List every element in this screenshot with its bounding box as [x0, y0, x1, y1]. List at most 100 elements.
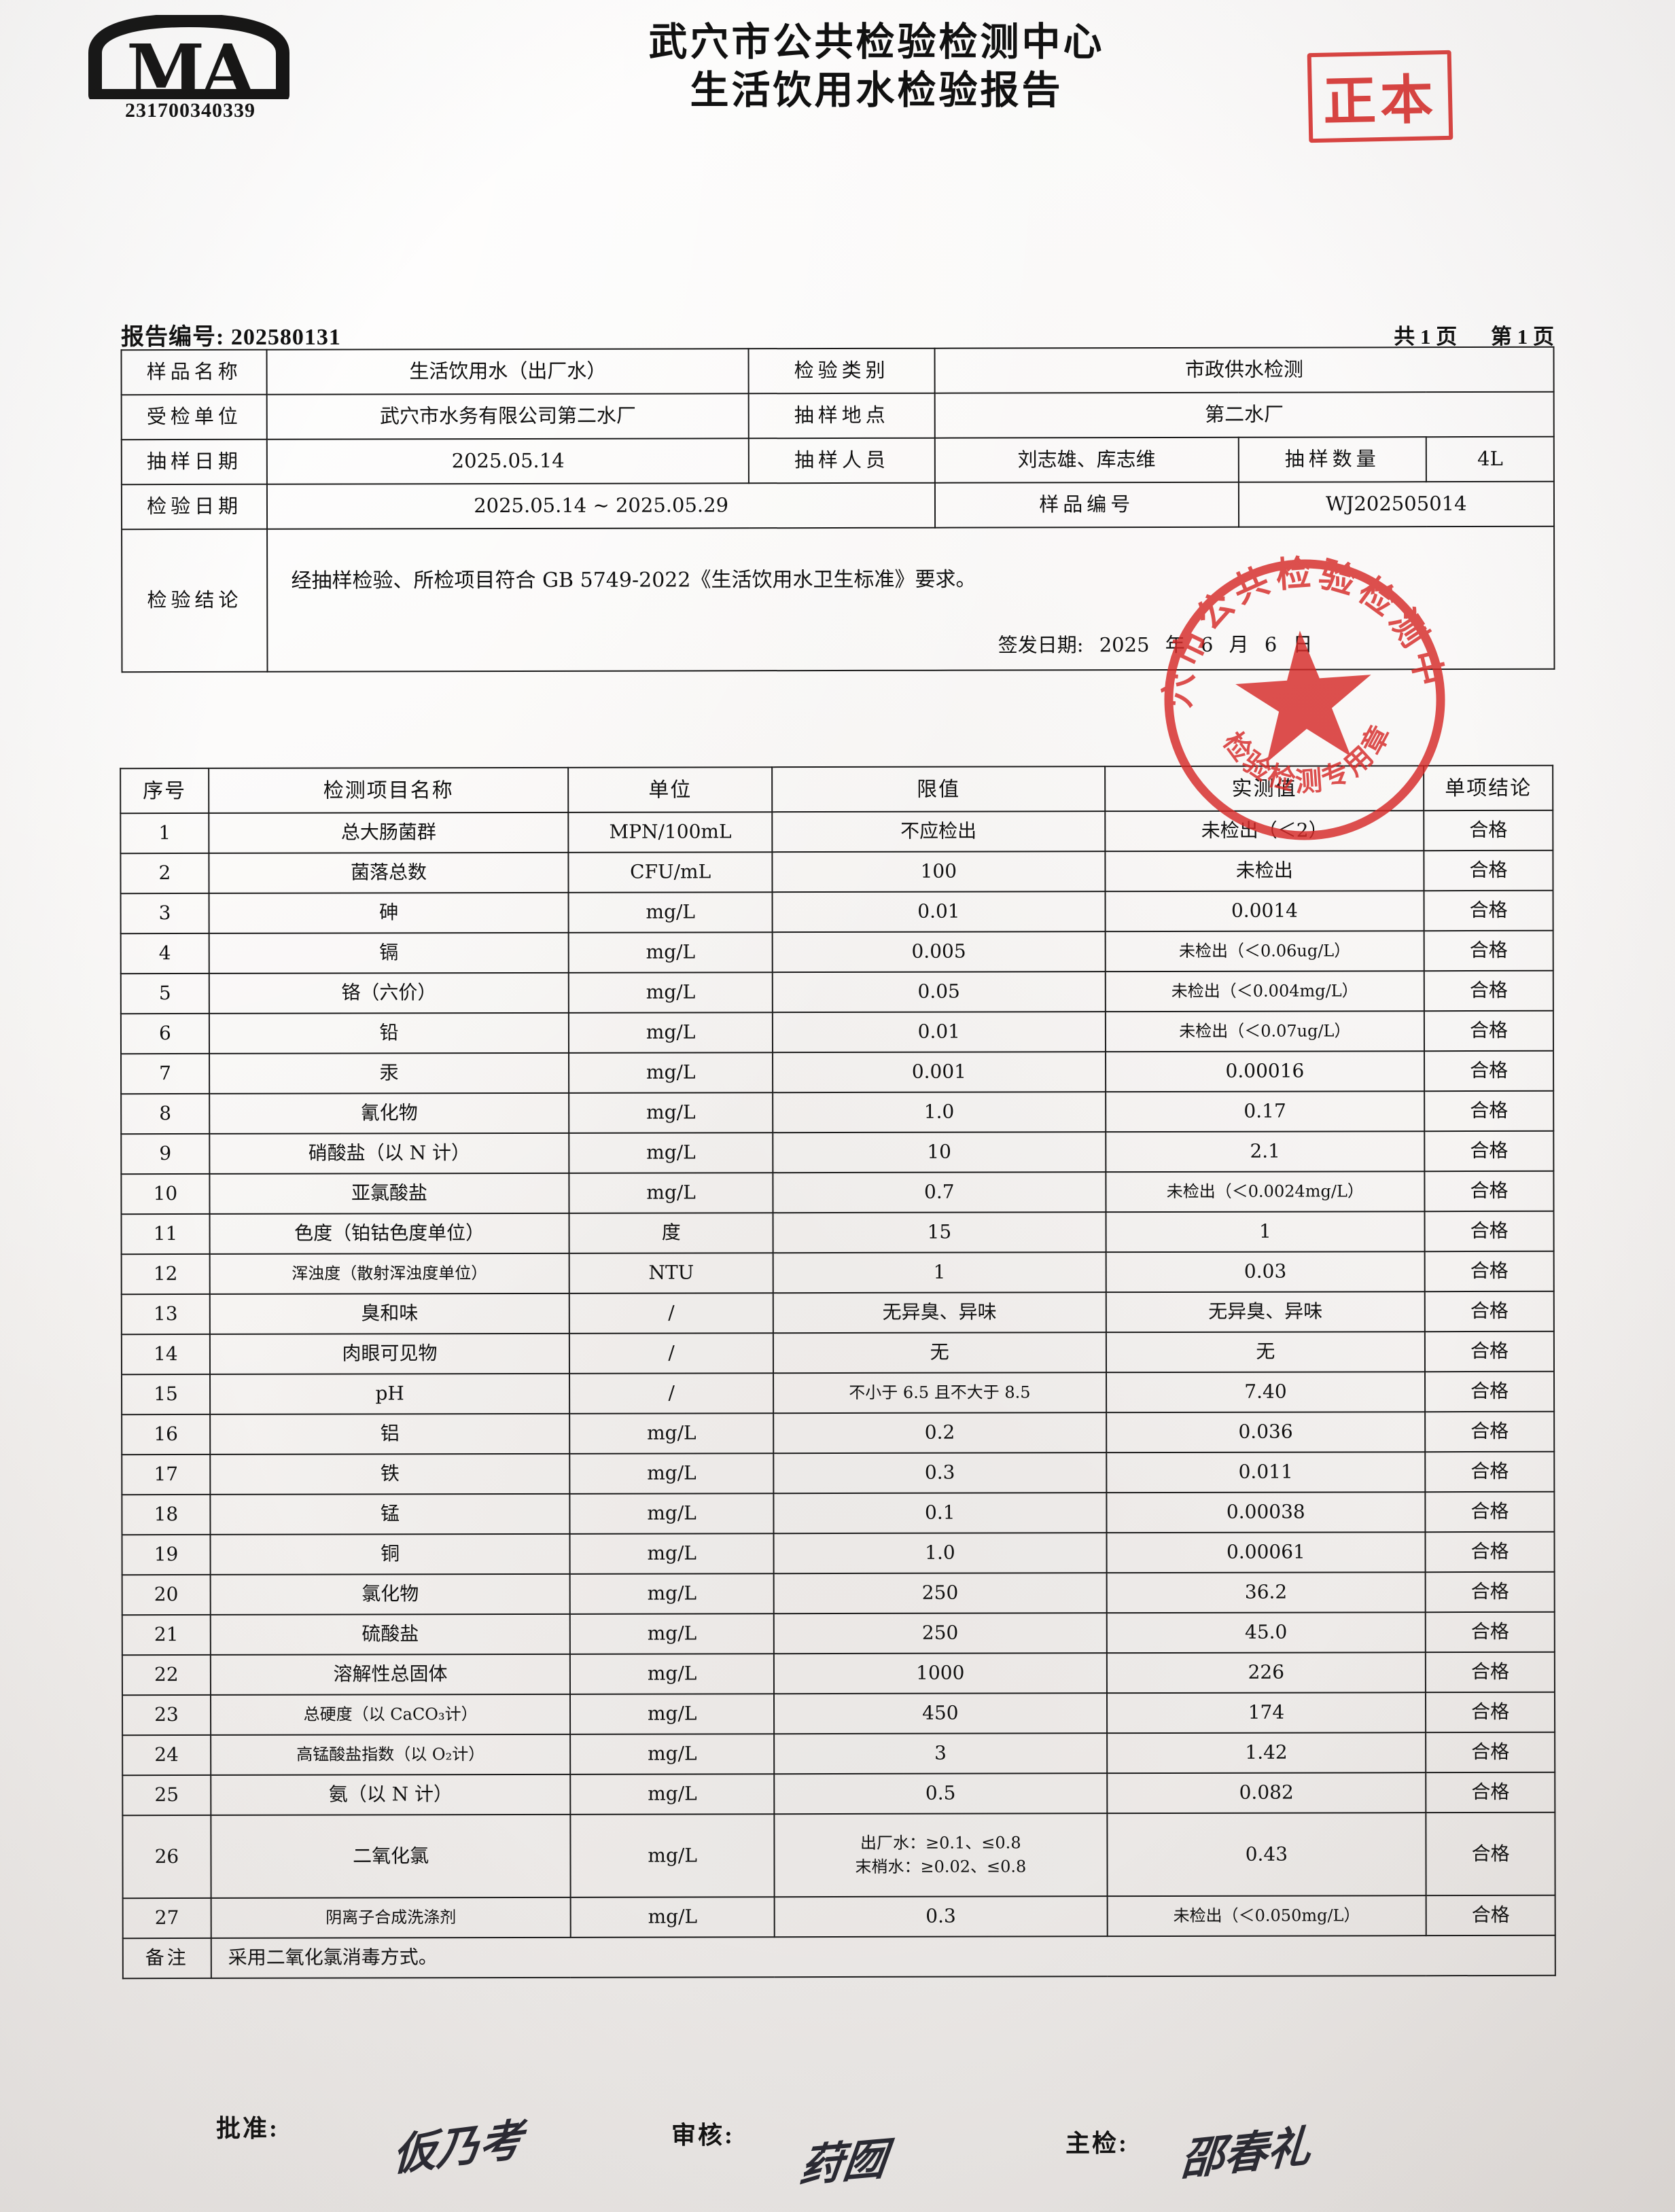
cell-value: 0.17 [1105, 1091, 1425, 1132]
cell-value: 未检出（＜0.06ug/L） [1105, 931, 1424, 972]
label-sampling-site: 抽样地点 [748, 393, 935, 439]
cell-result: 合格 [1426, 1732, 1555, 1773]
cell-item: 硫酸盐 [210, 1613, 571, 1655]
value-sample-no: WJ202505014 [1238, 481, 1555, 527]
table-row: 21 硫酸盐 mg/L 250 45.0 合格 [122, 1611, 1555, 1656]
cell-result: 合格 [1425, 1611, 1555, 1653]
cell-limit: 0.3 [773, 1452, 1106, 1494]
cell-value: 174 [1106, 1692, 1426, 1734]
cell-unit: mg/L [569, 1052, 773, 1093]
cell-item: 高锰酸盐指数（以 O₂计） [210, 1734, 571, 1775]
cell-unit: mg/L [570, 1897, 775, 1938]
cell-limit: 10 [773, 1132, 1106, 1173]
cell-limit: 100 [772, 851, 1106, 893]
table-row: 24 高锰酸盐指数（以 O₂计） mg/L 3 1.42 合格 [122, 1732, 1555, 1776]
issue-month: 6 [1200, 632, 1214, 656]
value-sampling-site: 第二水厂 [934, 391, 1554, 438]
cell-no: 17 [122, 1454, 211, 1495]
table-row: 7 汞 mg/L 0.001 0.00016 合格 [121, 1050, 1554, 1094]
cell-limit: 0.005 [772, 931, 1106, 973]
cell-no: 11 [121, 1213, 210, 1255]
cell-limit: 不应检出 [772, 811, 1105, 853]
value-sampling-qty: 4L [1426, 436, 1554, 482]
table-row: 27 阴离子合成洗涤剂 mg/L 0.3 未检出（＜0.050mg/L） 合格 [122, 1895, 1555, 1939]
cell-item: 氰化物 [209, 1092, 569, 1134]
column-header-5: 单项结论 [1424, 765, 1553, 811]
cell-unit: mg/L [570, 1814, 775, 1897]
cell-result: 合格 [1424, 1130, 1554, 1172]
cell-value: 0.011 [1106, 1452, 1426, 1493]
cell-item: 菌落总数 [209, 852, 569, 893]
cell-value: 7.40 [1106, 1372, 1426, 1413]
cell-unit: mg/L [569, 1132, 773, 1173]
cell-unit: mg/L [568, 932, 773, 973]
cell-value: 0.0014 [1105, 891, 1424, 932]
column-header-1: 检测项目名称 [209, 767, 569, 813]
cell-value: 0.43 [1106, 1813, 1426, 1897]
title-block: 武穴市公共检验检测中心 生活饮用水检验报告 [435, 18, 1318, 115]
inspect-signature: 邵春礼 [1179, 2120, 1313, 2186]
cell-result: 合格 [1424, 1090, 1554, 1132]
cell-no: 8 [121, 1093, 210, 1135]
cell-result: 合格 [1425, 1411, 1555, 1452]
cell-no: 26 [122, 1815, 211, 1899]
cell-value: 未检出（＜0.07ug/L） [1105, 1011, 1425, 1052]
table-row: 20 氯化物 mg/L 250 36.2 合格 [122, 1571, 1555, 1616]
review-signature: 荮囫 [796, 2133, 890, 2193]
cell-no: 24 [122, 1734, 211, 1776]
cell-value: 0.036 [1106, 1412, 1426, 1453]
cell-unit: mg/L [569, 1012, 773, 1053]
cell-no: 25 [122, 1774, 211, 1816]
cell-item: 汞 [209, 1052, 569, 1094]
cell-item: 砷 [209, 892, 569, 933]
label-test-category: 检验类别 [748, 348, 935, 394]
cell-limit: 15 [773, 1212, 1106, 1253]
cell-unit: / [569, 1373, 774, 1414]
column-header-3: 限值 [772, 766, 1105, 813]
cell-item: 硝酸盐（以 N 计） [209, 1132, 569, 1174]
table-row: 1 总大肠菌群 MPN/100mL 不应检出 未检出（＜2） 合格 [120, 810, 1553, 854]
report-number: 报告编号: 202580131 [121, 325, 341, 350]
cell-unit: mg/L [568, 892, 773, 933]
cell-result: 合格 [1424, 1050, 1554, 1092]
cma-logo: MA [80, 13, 298, 112]
column-header-0: 序号 [120, 768, 209, 814]
label-sampling-date: 抽样日期 [121, 439, 268, 485]
cell-item: 溶解性总固体 [210, 1654, 571, 1695]
cell-no: 19 [122, 1534, 211, 1575]
cell-limit: 0.001 [773, 1052, 1106, 1093]
cell-unit: mg/L [570, 1654, 775, 1694]
cell-value: 未检出（＜0.050mg/L） [1107, 1895, 1426, 1937]
label-sampling-qty: 抽样数量 [1238, 437, 1427, 482]
label-inspected-unit: 受检单位 [121, 394, 268, 440]
page-total: 共 1 页 [1394, 325, 1458, 349]
issue-year: 2025 [1099, 633, 1150, 657]
cell-result: 合格 [1425, 1451, 1555, 1493]
cell-unit: CFU/mL [568, 852, 773, 893]
cell-value: 未检出（＜2） [1104, 810, 1424, 852]
cell-item: 氯化物 [210, 1573, 571, 1615]
cell-limit: 0.05 [772, 971, 1106, 1013]
cell-unit: / [569, 1293, 773, 1334]
cell-value: 36.2 [1106, 1572, 1426, 1613]
table-row: 2 菌落总数 CFU/mL 100 未检出 合格 [120, 850, 1553, 894]
cell-unit: mg/L [569, 972, 773, 1013]
value-sampling-date: 2025.05.14 [267, 438, 750, 484]
month-unit: 月 [1229, 632, 1249, 656]
cell-limit: 1 [773, 1252, 1106, 1294]
day-unit: 日 [1292, 632, 1313, 656]
cell-item: 氨（以 N 计） [211, 1774, 571, 1815]
cell-result: 合格 [1426, 1895, 1555, 1936]
cell-item: 浑浊度（散射浑浊度单位） [209, 1253, 570, 1294]
cell-result: 合格 [1424, 1291, 1554, 1332]
cell-limit: 1.0 [773, 1533, 1107, 1574]
cell-result: 合格 [1425, 1531, 1555, 1573]
cell-unit: mg/L [570, 1613, 774, 1654]
cell-no: 18 [122, 1494, 211, 1535]
test-results-table: 序号 检测项目名称 单位 限值 实测值 单项结论 1 总大肠菌群 MPN/100mL 不应检出 未检… [120, 765, 1556, 1979]
cell-no: 1 [120, 813, 209, 854]
table-header-row: 序号 检测项目名称 单位 限值 实测值 单项结论 [120, 765, 1553, 814]
table-row: 11 色度（铂钴色度单位）度 15 1 合格 [121, 1211, 1554, 1255]
cell-value: 未检出 [1104, 851, 1424, 892]
approve-label: 批准: [216, 2115, 279, 2142]
